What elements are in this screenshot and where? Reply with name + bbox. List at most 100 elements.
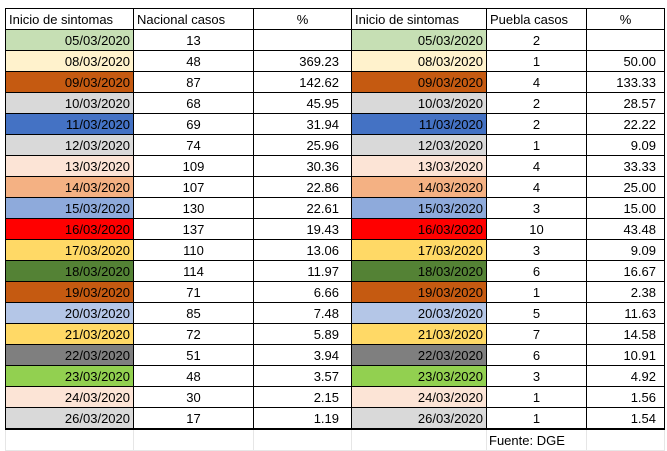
- national-date-cell[interactable]: 14/03/2020: [5, 176, 134, 198]
- puebla-pct-cell[interactable]: 33.33: [586, 155, 665, 177]
- puebla-cases-cell[interactable]: 1: [486, 281, 587, 303]
- puebla-cases-cell[interactable]: 4: [486, 155, 587, 177]
- national-pct-cell[interactable]: 5.89: [253, 323, 352, 345]
- national-cases-cell[interactable]: 71: [133, 281, 254, 303]
- header-national-cases[interactable]: Nacional casos: [133, 8, 254, 30]
- national-pct-cell[interactable]: 3.57: [253, 365, 352, 387]
- national-pct-cell[interactable]: 22.61: [253, 197, 352, 219]
- national-cases-cell[interactable]: 13: [133, 29, 254, 51]
- national-pct-cell[interactable]: 6.66: [253, 281, 352, 303]
- national-cases-cell[interactable]: 137: [133, 218, 254, 240]
- national-cases-cell[interactable]: 68: [133, 92, 254, 114]
- puebla-pct-cell[interactable]: 50.00: [586, 50, 665, 72]
- national-cases-cell[interactable]: 114: [133, 260, 254, 282]
- empty-cell[interactable]: [5, 428, 134, 451]
- empty-cell[interactable]: [253, 428, 352, 451]
- national-cases-cell[interactable]: 51: [133, 344, 254, 366]
- national-pct-cell[interactable]: 7.48: [253, 302, 352, 324]
- national-cases-cell[interactable]: 110: [133, 239, 254, 261]
- puebla-cases-cell[interactable]: 1: [486, 50, 587, 72]
- puebla-date-cell[interactable]: 05/03/2020: [351, 29, 487, 51]
- puebla-cases-cell[interactable]: 1: [486, 386, 587, 408]
- national-date-cell[interactable]: 26/03/2020: [5, 407, 134, 430]
- puebla-cases-cell[interactable]: 4: [486, 71, 587, 93]
- national-date-cell[interactable]: 10/03/2020: [5, 92, 134, 114]
- puebla-cases-cell[interactable]: 4: [486, 176, 587, 198]
- puebla-date-cell[interactable]: 21/03/2020: [351, 323, 487, 345]
- national-pct-cell[interactable]: 369.23: [253, 50, 352, 72]
- header-puebla-date[interactable]: Inicio de sintomas: [351, 8, 487, 30]
- puebla-date-cell[interactable]: 12/03/2020: [351, 134, 487, 156]
- puebla-cases-cell[interactable]: 3: [486, 197, 587, 219]
- national-date-cell[interactable]: 17/03/2020: [5, 239, 134, 261]
- national-cases-cell[interactable]: 69: [133, 113, 254, 135]
- national-pct-cell[interactable]: 22.86: [253, 176, 352, 198]
- puebla-pct-cell[interactable]: [586, 29, 665, 51]
- puebla-date-cell[interactable]: 09/03/2020: [351, 71, 487, 93]
- empty-cell[interactable]: [133, 428, 254, 451]
- national-date-cell[interactable]: 05/03/2020: [5, 29, 134, 51]
- national-date-cell[interactable]: 11/03/2020: [5, 113, 134, 135]
- puebla-date-cell[interactable]: 26/03/2020: [351, 407, 487, 430]
- puebla-pct-cell[interactable]: 28.57: [586, 92, 665, 114]
- puebla-date-cell[interactable]: 17/03/2020: [351, 239, 487, 261]
- national-pct-cell[interactable]: 31.94: [253, 113, 352, 135]
- national-pct-cell[interactable]: 19.43: [253, 218, 352, 240]
- puebla-pct-cell[interactable]: 133.33: [586, 71, 665, 93]
- national-date-cell[interactable]: 20/03/2020: [5, 302, 134, 324]
- puebla-date-cell[interactable]: 22/03/2020: [351, 344, 487, 366]
- national-pct-cell[interactable]: 3.94: [253, 344, 352, 366]
- puebla-cases-cell[interactable]: 2: [486, 29, 587, 51]
- national-pct-cell[interactable]: [253, 29, 352, 51]
- national-cases-cell[interactable]: 72: [133, 323, 254, 345]
- national-cases-cell[interactable]: 48: [133, 50, 254, 72]
- national-date-cell[interactable]: 12/03/2020: [5, 134, 134, 156]
- source-cell[interactable]: Fuente: DGE: [486, 428, 587, 451]
- puebla-cases-cell[interactable]: 5: [486, 302, 587, 324]
- puebla-date-cell[interactable]: 08/03/2020: [351, 50, 487, 72]
- puebla-pct-cell[interactable]: 2.38: [586, 281, 665, 303]
- national-cases-cell[interactable]: 109: [133, 155, 254, 177]
- national-cases-cell[interactable]: 30: [133, 386, 254, 408]
- puebla-date-cell[interactable]: 15/03/2020: [351, 197, 487, 219]
- puebla-date-cell[interactable]: 18/03/2020: [351, 260, 487, 282]
- header-puebla-cases[interactable]: Puebla casos: [486, 8, 587, 30]
- puebla-cases-cell[interactable]: 3: [486, 365, 587, 387]
- puebla-pct-cell[interactable]: 1.56: [586, 386, 665, 408]
- national-pct-cell[interactable]: 45.95: [253, 92, 352, 114]
- national-pct-cell[interactable]: 2.15: [253, 386, 352, 408]
- national-pct-cell[interactable]: 13.06: [253, 239, 352, 261]
- puebla-cases-cell[interactable]: 6: [486, 344, 587, 366]
- national-cases-cell[interactable]: 107: [133, 176, 254, 198]
- national-date-cell[interactable]: 21/03/2020: [5, 323, 134, 345]
- puebla-date-cell[interactable]: 20/03/2020: [351, 302, 487, 324]
- national-date-cell[interactable]: 22/03/2020: [5, 344, 134, 366]
- puebla-date-cell[interactable]: 24/03/2020: [351, 386, 487, 408]
- national-cases-cell[interactable]: 85: [133, 302, 254, 324]
- national-cases-cell[interactable]: 130: [133, 197, 254, 219]
- puebla-pct-cell[interactable]: 11.63: [586, 302, 665, 324]
- puebla-pct-cell[interactable]: 1.54: [586, 407, 665, 430]
- puebla-date-cell[interactable]: 14/03/2020: [351, 176, 487, 198]
- puebla-pct-cell[interactable]: 43.48: [586, 218, 665, 240]
- puebla-cases-cell[interactable]: 7: [486, 323, 587, 345]
- puebla-pct-cell[interactable]: 15.00: [586, 197, 665, 219]
- puebla-pct-cell[interactable]: 9.09: [586, 134, 665, 156]
- national-date-cell[interactable]: 18/03/2020: [5, 260, 134, 282]
- national-pct-cell[interactable]: 11.97: [253, 260, 352, 282]
- puebla-date-cell[interactable]: 11/03/2020: [351, 113, 487, 135]
- puebla-cases-cell[interactable]: 1: [486, 134, 587, 156]
- puebla-pct-cell[interactable]: 4.92: [586, 365, 665, 387]
- puebla-cases-cell[interactable]: 1: [486, 407, 587, 430]
- puebla-pct-cell[interactable]: 9.09: [586, 239, 665, 261]
- header-national-date[interactable]: Inicio de sintomas: [5, 8, 134, 30]
- puebla-pct-cell[interactable]: 25.00: [586, 176, 665, 198]
- header-puebla-pct[interactable]: %: [586, 8, 665, 30]
- puebla-cases-cell[interactable]: 2: [486, 113, 587, 135]
- national-date-cell[interactable]: 08/03/2020: [5, 50, 134, 72]
- puebla-date-cell[interactable]: 23/03/2020: [351, 365, 487, 387]
- national-cases-cell[interactable]: 48: [133, 365, 254, 387]
- national-pct-cell[interactable]: 142.62: [253, 71, 352, 93]
- puebla-pct-cell[interactable]: 14.58: [586, 323, 665, 345]
- national-cases-cell[interactable]: 17: [133, 407, 254, 430]
